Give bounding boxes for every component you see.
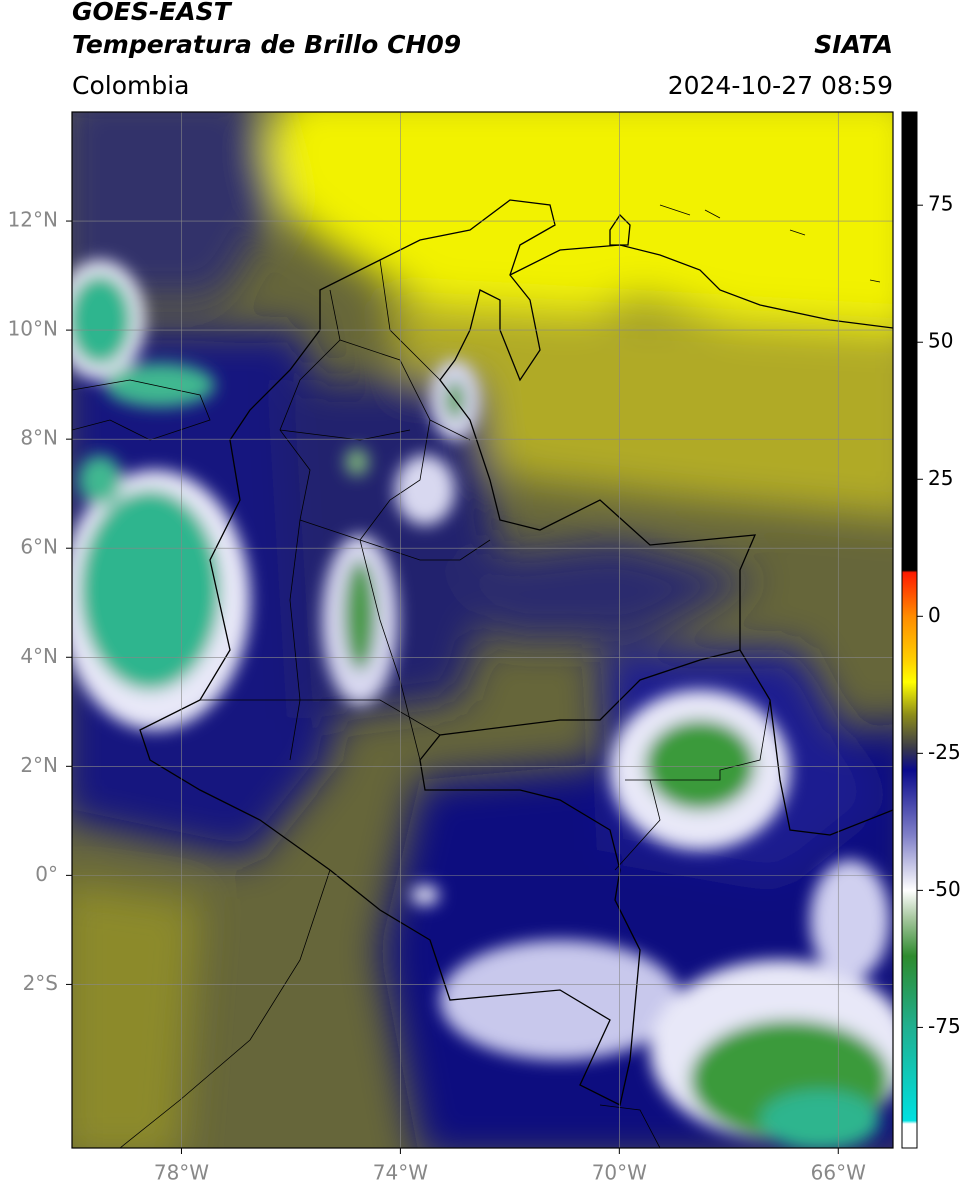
timestamp: 2024-10-27 08:59 [668, 71, 893, 100]
colorbar-tick-label: 75 [928, 192, 953, 216]
graticule [72, 112, 893, 1148]
region: Colombia [72, 71, 189, 100]
x-tick-label: 78°W [154, 1161, 209, 1185]
satellite-image [72, 112, 893, 1148]
x-tick-label: 66°W [811, 1161, 866, 1185]
colorbar-tick-label: 50 [928, 329, 953, 353]
y-tick-label: 2°S [23, 971, 58, 995]
colorbar-tick-label: -75 [928, 1014, 961, 1038]
colorbar-tick-label: -25 [928, 740, 961, 764]
y-tick-label: 12°N [8, 208, 58, 232]
y-tick-label: 6°N [20, 535, 58, 559]
y-tick-label: 8°N [20, 426, 58, 450]
borders [72, 199, 893, 1148]
colorbar-tick-label: -50 [928, 877, 961, 901]
colorbar [901, 111, 918, 1149]
colorbar-tick-label: 25 [928, 466, 953, 490]
y-tick-label: 2°N [20, 753, 58, 777]
y-tick-label: 4°N [20, 644, 58, 668]
map-frame [71, 111, 894, 1149]
y-tick-label: 0° [35, 862, 58, 886]
x-tick-label: 74°W [373, 1161, 428, 1185]
colorbar-tick-label: 0 [928, 603, 941, 627]
y-tick-label: 10°N [8, 317, 58, 341]
x-tick-label: 70°W [592, 1161, 647, 1185]
product-title: Temperatura de Brillo CH09 [72, 30, 461, 59]
satellite-name: GOES-EAST [72, 0, 233, 26]
agency: SIATA [814, 30, 893, 59]
